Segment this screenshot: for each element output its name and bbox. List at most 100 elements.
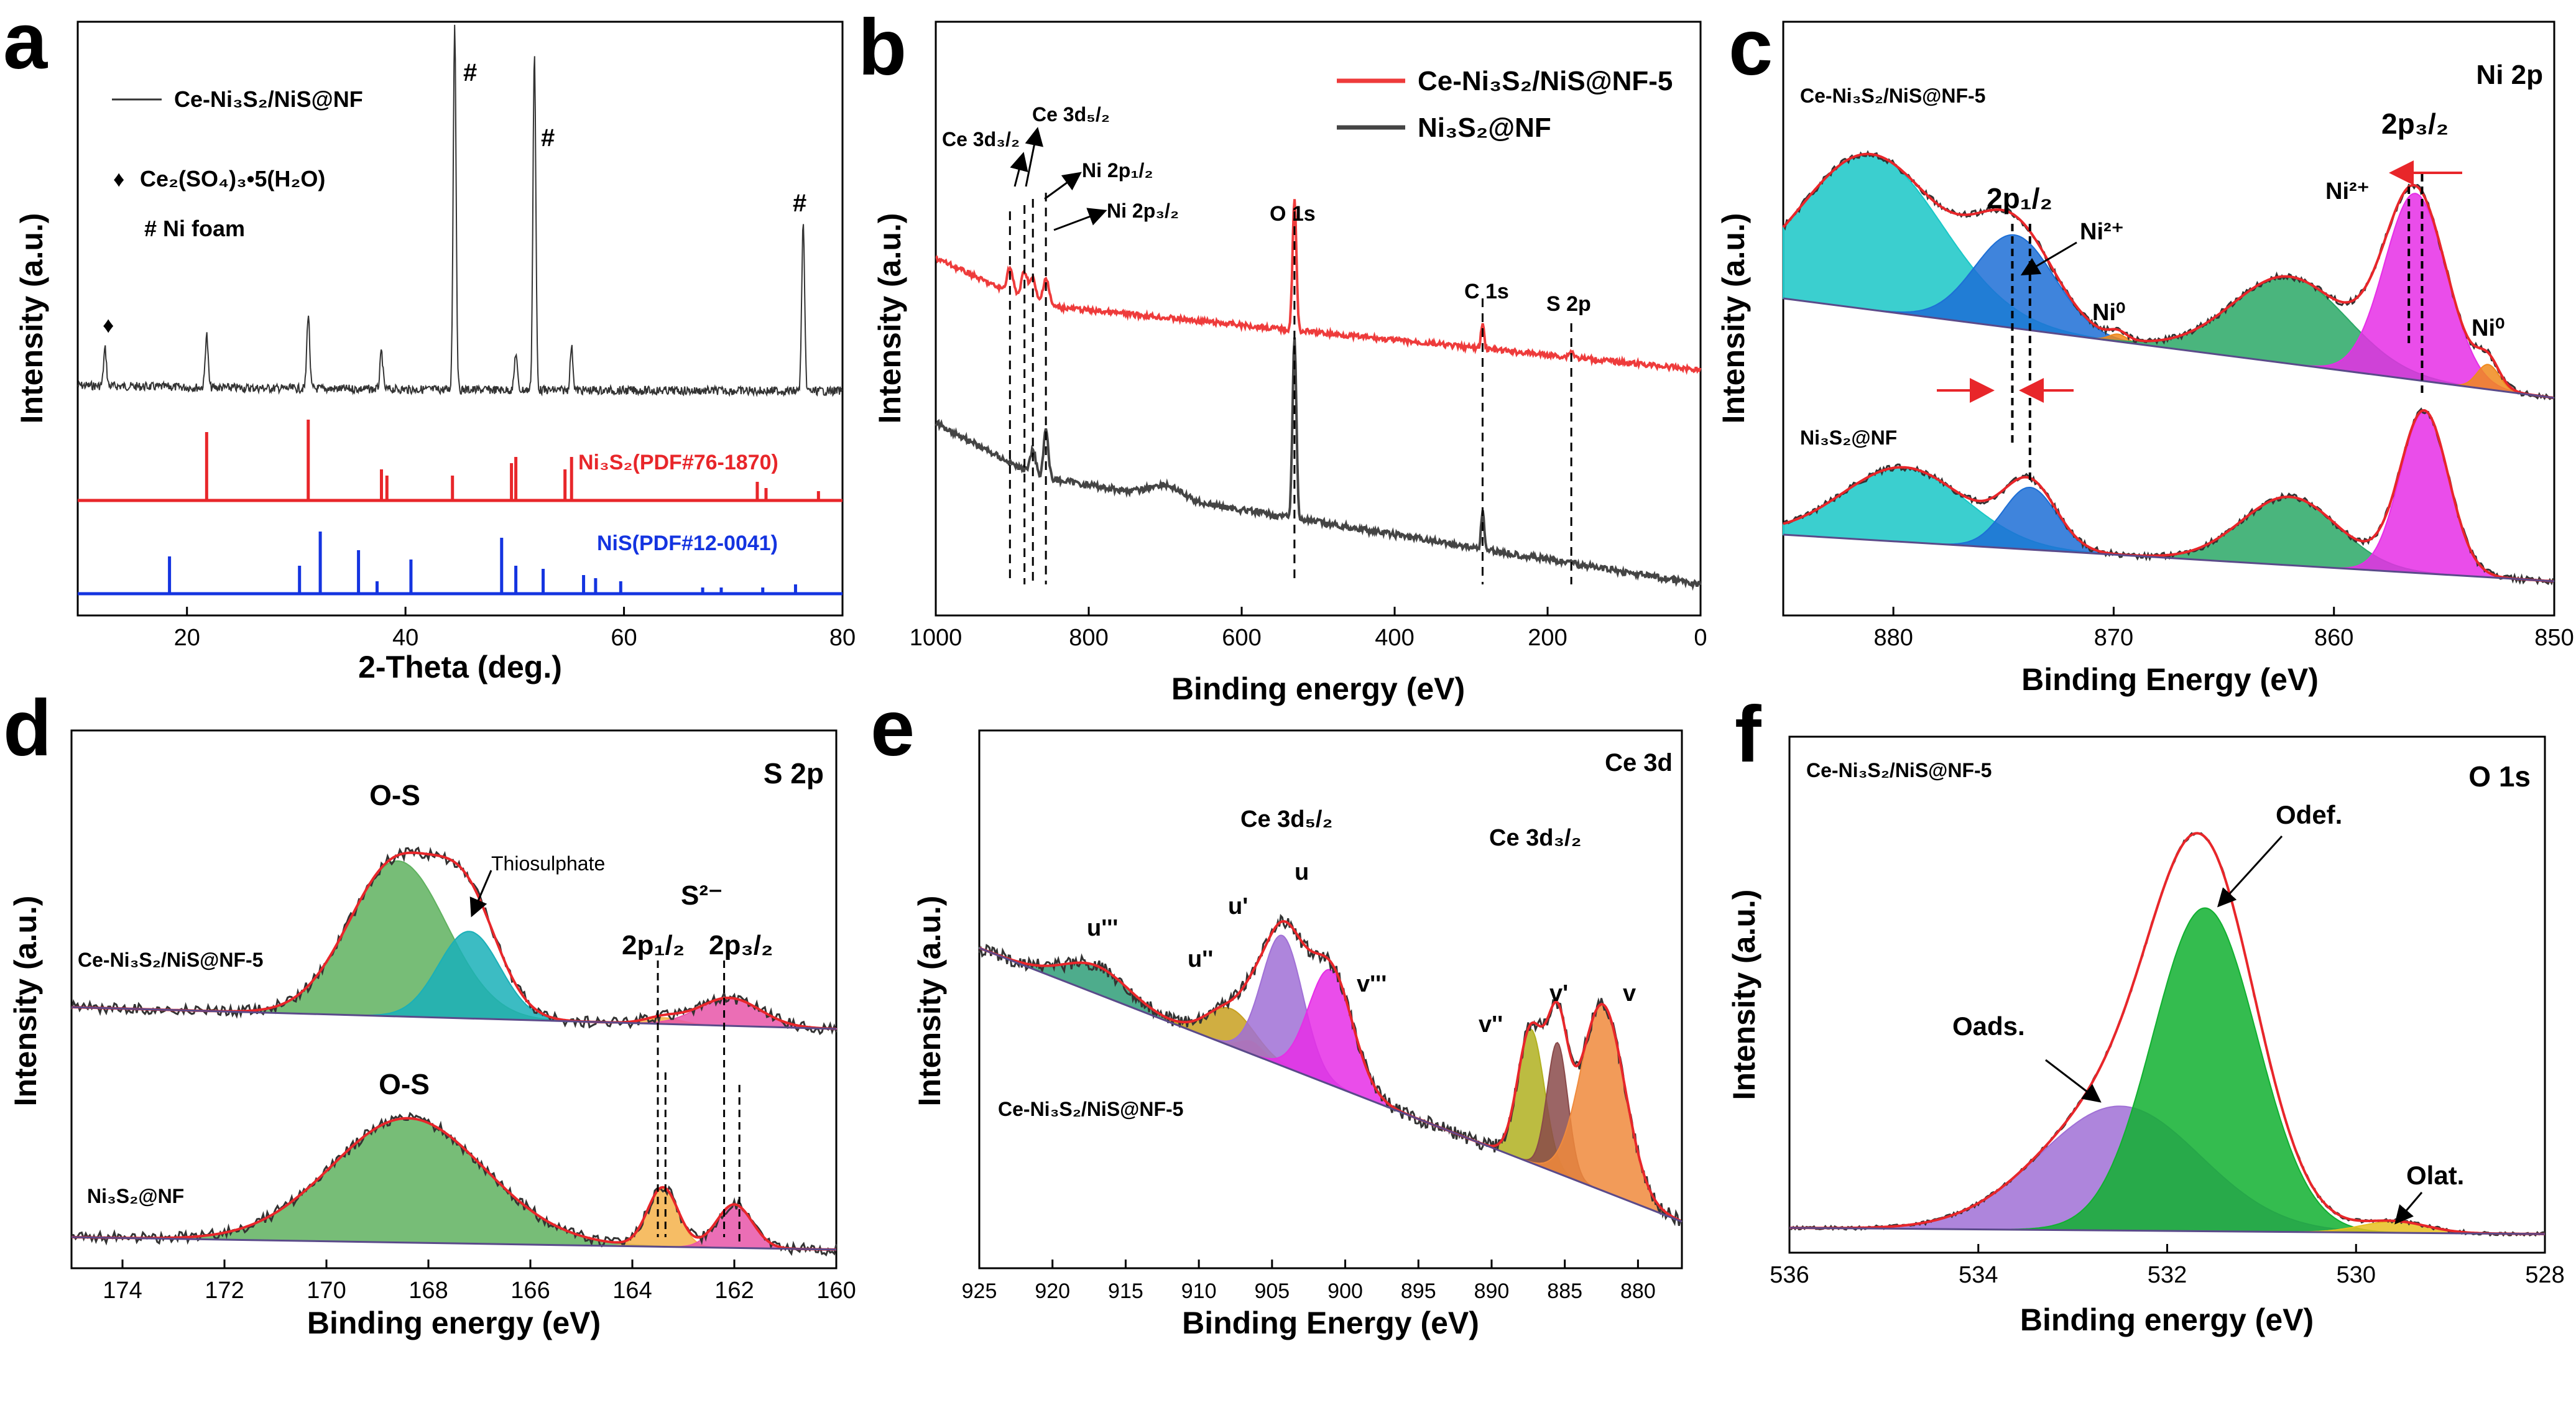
series-b-ce-ni3s2 — [935, 199, 1702, 375]
panel-f-tick-label: 534 — [1959, 1262, 1998, 1288]
ann-d-thio: Thiosulphate — [491, 852, 605, 875]
f-fit-envelope — [1789, 832, 2545, 1235]
panel-f-tick-label: 536 — [1770, 1262, 1809, 1288]
diamond-marker: ♦ — [103, 312, 114, 338]
ann-b-ce3d32: Ce 3d₃/₂ — [942, 128, 1020, 150]
panel-e-tick-label: 925 — [962, 1279, 997, 1303]
hash-marker-1: # — [463, 59, 477, 86]
ann-d-os-b: O-S — [379, 1068, 430, 1100]
panel-letter-f: f — [1735, 690, 1761, 779]
panel-c-x-ticks: 880 870 860 850 — [1873, 607, 2574, 651]
ann-f-olat: Olat. — [2406, 1161, 2464, 1190]
panel-b-tick-label: 800 — [1069, 625, 1108, 651]
ann-e-u1: u' — [1228, 893, 1248, 919]
panel-b-tick-label: 200 — [1528, 625, 1567, 651]
e-background — [979, 947, 1683, 1223]
d-bottom-background — [71, 1236, 837, 1251]
panel-f-xlabel: Binding energy (eV) — [2020, 1302, 2314, 1337]
c-bottom-fit-envelope — [1783, 409, 2554, 583]
arrow-b-ni2p12 — [1044, 172, 1082, 200]
panel-c-sample-1: Ce-Ni₃S₂/NiS@NF-5 — [1800, 85, 1985, 107]
panel-e-x-ticks: 925 920 915 910 905 900 895 890 885 880 — [962, 1260, 1656, 1303]
panel-a-tick-label: 60 — [611, 625, 637, 651]
panel-e: 925 920 915 910 905 900 895 890 885 880 Ce 3d Ce-… — [912, 729, 1683, 1340]
legend-b-red-label: Ce-Ni₃S₂/NiS@NF-5 — [1418, 66, 1673, 96]
panel-d-tick-label: 172 — [205, 1278, 244, 1304]
arrow-f-olat — [2394, 1192, 2423, 1225]
ann-e-v2: v'' — [1479, 1011, 1503, 1038]
panel-c-title: Ni 2p — [2476, 60, 2543, 90]
panel-c-ylabel: Intensity (a.u.) — [1716, 213, 1751, 424]
ann-e-ce3d32: Ce 3d₃/₂ — [1489, 825, 1582, 851]
panel-f-tick-label: 530 — [2337, 1262, 2376, 1288]
panel-letter-b: b — [858, 3, 907, 92]
ann-e-u: u — [1295, 859, 1309, 885]
c-top-fit-envelope — [1782, 152, 2554, 399]
panel-e-ylabel: Intensity (a.u.) — [912, 896, 947, 1107]
panel-a-tick-label: 20 — [174, 625, 200, 651]
hash-marker-3: # — [793, 190, 806, 217]
panel-e-tick-label: 895 — [1401, 1279, 1436, 1303]
panel-e-tick-label: 920 — [1035, 1279, 1070, 1303]
ann-b-c1s: C 1s — [1464, 280, 1509, 303]
panel-a-xlabel: 2-Theta (deg.) — [358, 650, 562, 684]
ann-b-ni2p32: Ni 2p₃/₂ — [1107, 200, 1179, 222]
panel-e-peak-group — [978, 914, 1683, 1227]
ann-d-2p12: 2p₁/₂ — [622, 930, 685, 960]
arrow-c-ni2plus — [2020, 241, 2077, 276]
panel-d-x-ticks: 174 172 170 168 166 164 162 160 — [103, 1260, 856, 1304]
panel-e-title: Ce 3d — [1605, 749, 1673, 776]
ann-c-ni2plus-a: Ni²⁺ — [2080, 219, 2124, 245]
ann-c-ni2plus-b: Ni²⁺ — [2325, 178, 2370, 205]
ann-e-v1: v' — [1549, 980, 1568, 1007]
ann-d-os-a: O-S — [369, 779, 420, 811]
series-b-ni3s2 — [935, 337, 1702, 591]
e-fit-envelope — [979, 919, 1681, 1222]
panel-f-ylabel: Intensity (a.u.) — [1727, 890, 1761, 1100]
panel-b-x-ticks: 1000 800 600 400 200 0 — [910, 607, 1707, 651]
panel-d-sample-1: Ce-Ni₃S₂/NiS@NF-5 — [78, 949, 263, 971]
panel-d-frame — [70, 729, 838, 1269]
legend-a-hash-label: # Ni foam — [144, 216, 245, 241]
panel-b-tick-label: 0 — [1694, 625, 1707, 651]
ann-b-ce3d52: Ce 3d₅/₂ — [1032, 103, 1110, 126]
c-top-background — [1783, 297, 2555, 399]
panel-a: 20 40 60 80 Ce-Ni₃S₂/NiS@NF Ce₂(SO₄)₃•5(H₂O… — [14, 21, 856, 684]
arrow-f-oads — [2045, 1059, 2102, 1103]
series-a-xrd-line — [77, 24, 843, 397]
ann-d-2p32: 2p₃/₂ — [709, 930, 773, 960]
panel-e-tick-label: 900 — [1327, 1279, 1363, 1303]
panel-d: 174 172 170 168 166 164 162 160 S 2p Ce-Ni₃S₂/N… — [8, 729, 856, 1340]
legend-a-line-label: Ce-Ni₃S₂/NiS@NF — [174, 86, 363, 112]
panel-d-sample-2: Ni₃S₂@NF — [87, 1185, 184, 1207]
panel-letter-d: d — [3, 684, 52, 773]
panel-d-tick-label: 166 — [510, 1278, 550, 1304]
panel-a-ylabel: Intensity (a.u.) — [14, 213, 49, 424]
panel-f: 536 534 532 530 528 O 1s Ce-Ni₃S₂/NiS@NF-5 O… — [1727, 735, 2565, 1337]
panel-d-tick-label: 170 — [307, 1278, 346, 1304]
panel-f-sample: Ce-Ni₃S₂/NiS@NF-5 — [1806, 759, 1992, 781]
panel-b-ylabel: Intensity (a.u.) — [872, 213, 907, 424]
legend-a-diamond-icon: ♦ — [113, 166, 124, 191]
panel-d-tick-label: 164 — [612, 1278, 652, 1304]
ann-e-v: v — [1623, 980, 1636, 1007]
panel-d-tick-label: 162 — [714, 1278, 754, 1304]
panel-e-tick-label: 880 — [1620, 1279, 1656, 1303]
arrow-b-ce3d52 — [1025, 127, 1044, 187]
panel-e-tick-label: 915 — [1108, 1279, 1143, 1303]
panel-b-tick-label: 1000 — [910, 625, 963, 651]
ann-f-odef: Odef. — [2276, 800, 2342, 829]
arrow-d-thio — [469, 870, 492, 918]
panel-c-frame — [1782, 21, 2555, 617]
panel-c-tick-label: 860 — [2314, 625, 2353, 651]
panel-letter-e: e — [870, 684, 915, 773]
panel-d-ylabel: Intensity (a.u.) — [8, 896, 43, 1107]
legend-b-gray-label: Ni₃S₂@NF — [1418, 113, 1551, 143]
arrow-b-ce3d32 — [1010, 152, 1028, 187]
panel-b-tick-label: 600 — [1222, 625, 1261, 651]
panel-d-tick-label: 174 — [103, 1278, 142, 1304]
panel-c-tick-label: 850 — [2534, 625, 2574, 651]
panel-a-tick-label: 80 — [829, 625, 856, 651]
ann-b-ni2p12: Ni 2p₁/₂ — [1082, 159, 1153, 182]
panel-f-peak-group — [1789, 832, 2546, 1237]
